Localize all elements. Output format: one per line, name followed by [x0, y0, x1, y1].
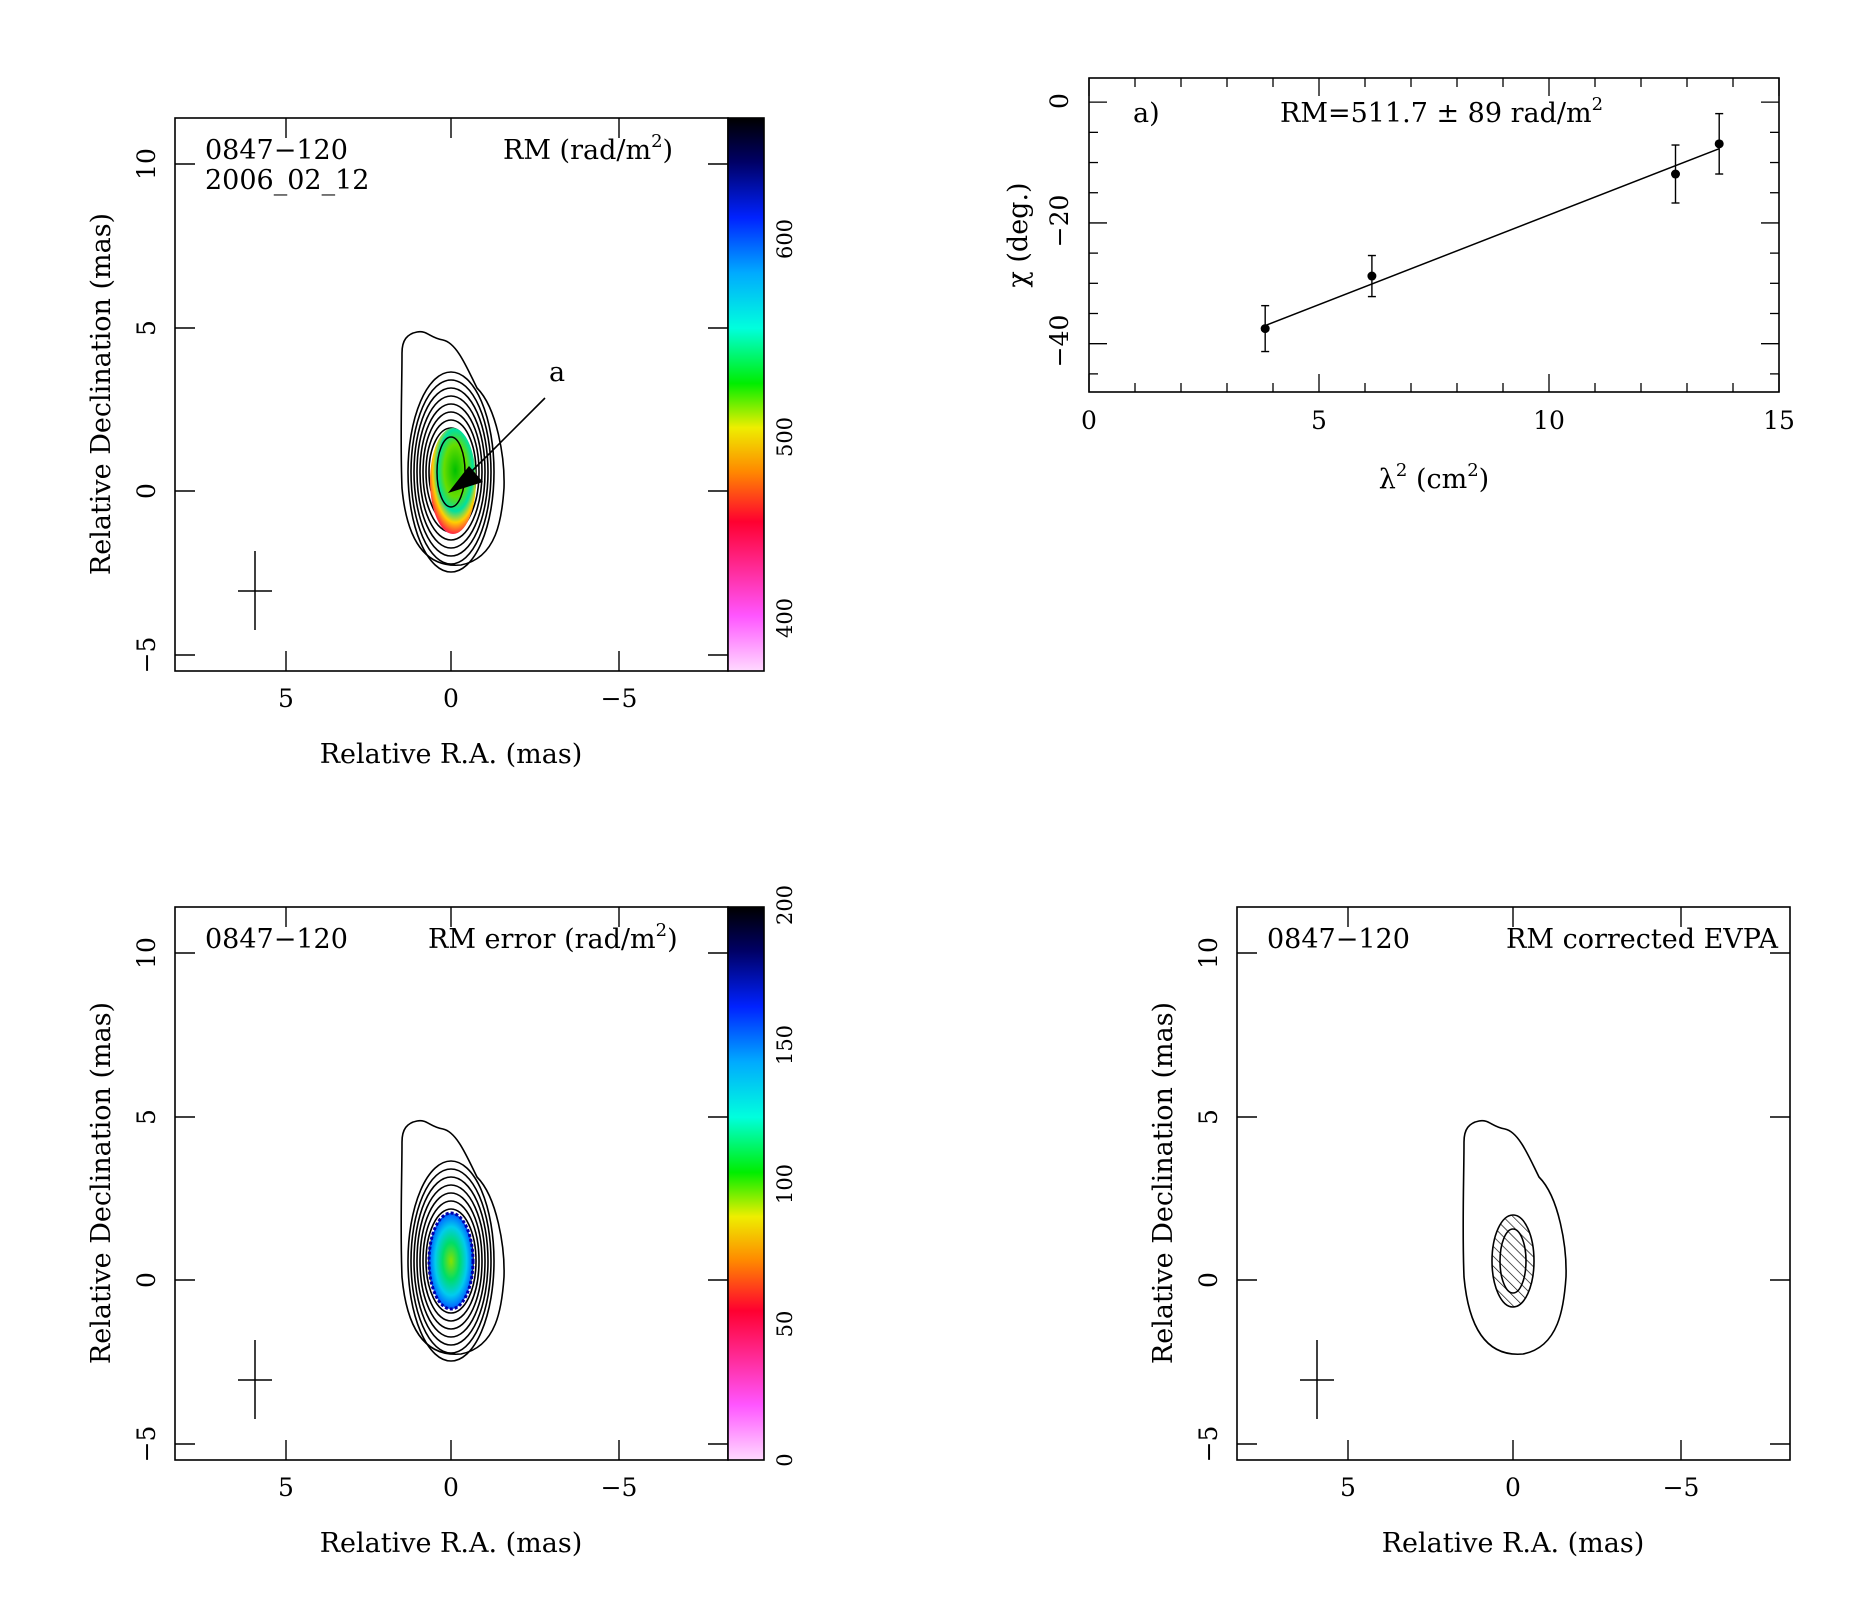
y-tick: 10: [1194, 937, 1223, 969]
evpa-y-label: Relative Declination (mas): [1148, 1002, 1179, 1364]
y-tick: 5: [132, 320, 161, 336]
x-tick: 0: [1081, 406, 1097, 435]
rm-y-tick-labels: −5 0 5 10: [132, 148, 161, 673]
x-tick: 5: [1311, 406, 1327, 435]
err-map-frame: [174, 906, 729, 1461]
y-tick: −40: [1045, 315, 1074, 368]
x-tick: 0: [1505, 1473, 1521, 1502]
rm-y-label: Relative Declination (mas): [86, 213, 117, 575]
fit-y-tick-labels: 0 −20 −40: [1045, 93, 1074, 367]
err-y-tick-labels: −5 0 5 10: [132, 937, 161, 1462]
rm-x-label: Relative R.A. (mas): [320, 739, 583, 770]
colorbar-tick: 200: [773, 885, 797, 925]
err-map-ticks: [175, 907, 728, 1460]
y-tick: −5: [132, 1426, 161, 1463]
evpa-hatch-region: [1491, 1214, 1535, 1308]
colorbar-tick: 150: [773, 1025, 797, 1065]
rm-colorbar: [727, 117, 765, 672]
rm-color-blob: [430, 428, 476, 534]
fit-x-tick-labels: 0 5 10 15: [1081, 406, 1795, 435]
fit-data-marks: [1260, 112, 1724, 353]
rm-annotation-arrow: a: [448, 357, 565, 493]
evpa-contours: [1462, 1119, 1567, 1355]
fit-line: [1264, 147, 1720, 327]
err-y-label: Relative Declination (mas): [86, 1002, 117, 1364]
rm-source-name: 0847−120: [205, 135, 348, 166]
rm-map-panel: a 0847−120 2006_02_12 RM (rad/m2) 5 0 −5…: [86, 117, 797, 770]
x-tick: 0: [443, 1473, 459, 1502]
x-tick: −5: [601, 1473, 638, 1502]
fit-ticks: [1088, 78, 1780, 392]
colorbar-tick: 100: [773, 1164, 797, 1204]
y-tick: 0: [132, 483, 161, 499]
err-source-name: 0847−120: [205, 924, 348, 955]
data-point: [1367, 271, 1377, 281]
colorbar-tick: 50: [773, 1311, 797, 1338]
fit-rm-value: RM=511.7 ± 89 rad/m2: [1280, 94, 1603, 129]
rm-fit-panel: a) RM=511.7 ± 89 rad/m2 0 5 10 15 0 −20 …: [1003, 77, 1795, 495]
evpa-beam-cross: [1300, 1340, 1334, 1419]
err-colorbar: [727, 906, 765, 1461]
x-tick: 15: [1763, 406, 1795, 435]
err-colorbar-tick-labels: 0 50 100 150 200: [773, 885, 797, 1467]
colorbar-tick: 600: [773, 219, 797, 259]
y-tick: 5: [1194, 1109, 1223, 1125]
y-tick: −20: [1045, 195, 1074, 248]
colorbar-tick: 500: [773, 417, 797, 457]
colorbar-tick: 400: [773, 598, 797, 638]
data-point: [1260, 324, 1270, 334]
evpa-title: RM corrected EVPA: [1506, 924, 1778, 955]
evpa-x-tick-labels: 5 0 −5: [1340, 1473, 1699, 1502]
y-tick: −5: [132, 637, 161, 674]
y-tick: 0: [132, 1272, 161, 1288]
err-color-blob: [427, 1211, 475, 1311]
fit-y-label: χ (deg.): [1003, 182, 1034, 287]
y-tick: 10: [132, 148, 161, 180]
rm-title: RM (rad/m2): [503, 131, 673, 166]
rm-map-ticks: [175, 118, 728, 671]
x-tick: 5: [278, 1473, 294, 1502]
x-tick: 5: [278, 684, 294, 713]
err-x-label: Relative R.A. (mas): [320, 1528, 583, 1559]
x-tick: −5: [601, 684, 638, 713]
x-tick: 0: [443, 684, 459, 713]
data-point: [1714, 139, 1724, 149]
x-tick: −5: [1663, 1473, 1700, 1502]
err-title: RM error (rad/m2): [428, 920, 678, 955]
y-tick: −5: [1194, 1426, 1223, 1463]
err-beam-cross: [238, 1340, 272, 1419]
colorbar-tick: 0: [773, 1453, 797, 1466]
evpa-x-label: Relative R.A. (mas): [1382, 1528, 1645, 1559]
rm-beam-cross: [238, 551, 272, 630]
evpa-y-tick-labels: −5 0 5 10: [1194, 937, 1223, 1462]
rm-colorbar-tick-labels: 400 500 600: [773, 219, 797, 638]
x-tick: 10: [1533, 406, 1565, 435]
err-map-contours: [400, 1119, 505, 1362]
rm-annotation-label: a: [549, 357, 565, 388]
y-tick: 10: [132, 937, 161, 969]
y-tick: 5: [132, 1109, 161, 1125]
rm-epoch: 2006_02_12: [205, 165, 369, 196]
err-x-tick-labels: 5 0 −5: [278, 1473, 637, 1502]
fit-x-label: λ2 (cm2): [1379, 460, 1489, 495]
fit-frame: [1088, 77, 1780, 393]
y-tick: 0: [1194, 1272, 1223, 1288]
data-point: [1671, 169, 1680, 179]
rm-error-panel: 0847−120 RM error (rad/m2) 5 0 −5 −5 0 5…: [86, 885, 797, 1559]
fit-panel-label: a): [1133, 98, 1160, 129]
rm-x-tick-labels: 5 0 −5: [278, 684, 637, 713]
y-tick: 0: [1045, 93, 1074, 109]
evpa-ticks: [1237, 907, 1790, 1460]
evpa-frame: [1236, 906, 1791, 1461]
x-tick: 5: [1340, 1473, 1356, 1502]
evpa-source-name: 0847−120: [1267, 924, 1410, 955]
rm-map-frame: [174, 117, 729, 672]
rm-map-contours: [400, 330, 505, 573]
evpa-panel: 0847−120 RM corrected EVPA 5 0 −5 −5 0 5…: [1148, 906, 1791, 1559]
